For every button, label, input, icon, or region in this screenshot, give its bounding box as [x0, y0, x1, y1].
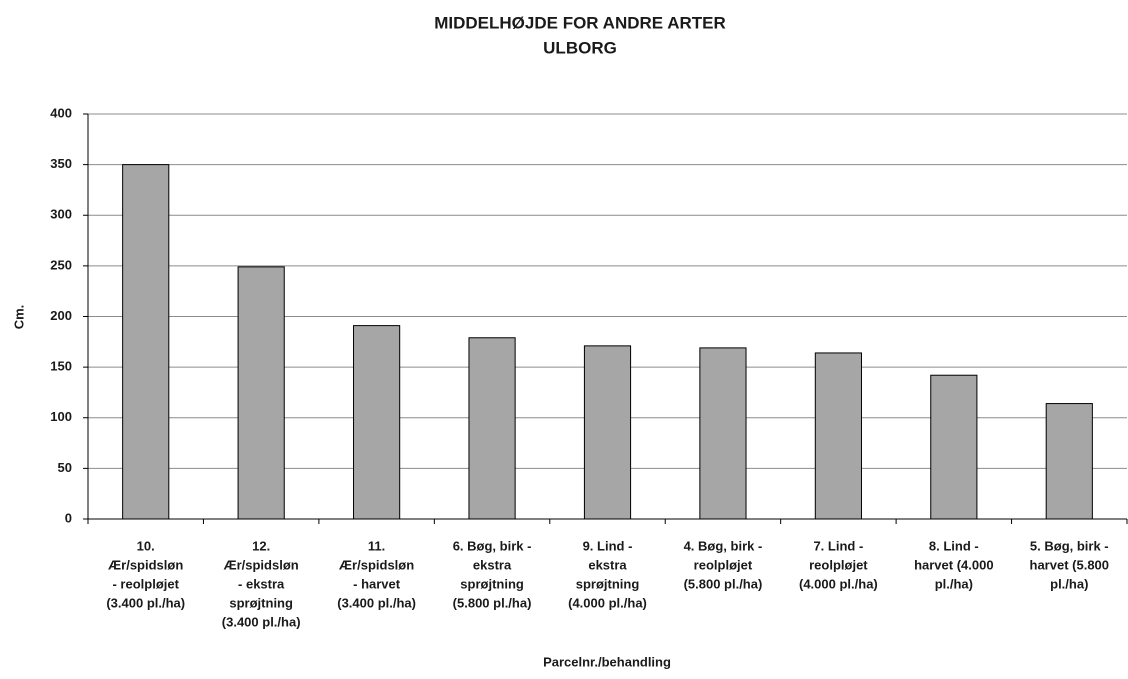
x-tick-label: (3.400 pl./ha) [106, 595, 185, 610]
x-tick-label: - harvet [353, 576, 401, 591]
x-tick-label: pl./ha) [935, 576, 973, 591]
x-tick-label: (3.400 pl./ha) [222, 614, 301, 629]
y-tick-label: 100 [50, 409, 72, 424]
x-tick-label: 6. Bøg, birk - [453, 538, 532, 553]
chart-title: MIDDELHØJDE FOR ANDRE ARTER [434, 13, 726, 32]
x-tick-label: 10. [137, 538, 155, 553]
x-tick-label: ekstra [473, 557, 512, 572]
x-tick-label: harvet (4.000 [914, 557, 994, 572]
x-tick-label: reolpløjet [809, 557, 868, 572]
y-tick-label: 250 [50, 257, 72, 272]
bar [583, 345, 632, 520]
y-tick-label: 200 [50, 308, 72, 323]
bar [814, 352, 862, 520]
x-tick-label: (5.800 pl./ha) [453, 595, 532, 610]
bar [930, 374, 978, 520]
x-tick-label: ekstra [588, 557, 627, 572]
x-tick-label: 9. Lind - [583, 538, 633, 553]
bar [122, 164, 170, 520]
x-tick-label: (5.800 pl./ha) [684, 576, 763, 591]
x-tick-label: 7. Lind - [813, 538, 863, 553]
x-tick-label: Ær/spidsløn [339, 557, 414, 572]
y-tick-label: 350 [50, 156, 72, 171]
x-tick-label: (4.000 pl./ha) [568, 595, 647, 610]
x-tick-label: 5. Bøg, birk - [1030, 538, 1109, 553]
x-tick-label: sprøjtning [460, 576, 524, 591]
x-tick-label: 11. [368, 538, 385, 553]
y-axis-label: Cm. [11, 305, 26, 330]
bar [699, 347, 747, 520]
x-tick-label: Ær/spidsløn [108, 557, 183, 572]
y-tick-label: 400 [50, 105, 72, 120]
x-tick-label: 8. Lind - [929, 538, 979, 553]
bar [468, 337, 516, 520]
chart-subtitle: ULBORG [543, 38, 617, 57]
bar [237, 266, 285, 520]
y-tick-label: 50 [58, 460, 72, 475]
y-tick-label: 300 [50, 207, 72, 222]
x-tick-label: 12. [252, 538, 270, 553]
x-tick-label: Ær/spidsløn [224, 557, 299, 572]
x-axis-label: Parcelnr./behandling [543, 654, 671, 669]
x-tick-label: - reolpløjet [112, 576, 179, 591]
x-tick-label: sprøjtning [576, 576, 640, 591]
x-tick-label: harvet (5.800 [1030, 557, 1110, 572]
bar [353, 325, 401, 520]
x-tick-label: (3.400 pl./ha) [337, 595, 416, 610]
x-tick-label: reolpløjet [694, 557, 753, 572]
x-tick-label: (4.000 pl./ha) [799, 576, 878, 591]
x-tick-label: sprøjtning [229, 595, 293, 610]
x-tick-label: - ekstra [238, 576, 285, 591]
y-tick-label: 0 [65, 510, 72, 525]
x-tick-label: pl./ha) [1050, 576, 1088, 591]
y-tick-label: 150 [50, 359, 72, 374]
bar [1045, 403, 1093, 520]
x-tick-label: 4. Bøg, birk - [684, 538, 763, 553]
